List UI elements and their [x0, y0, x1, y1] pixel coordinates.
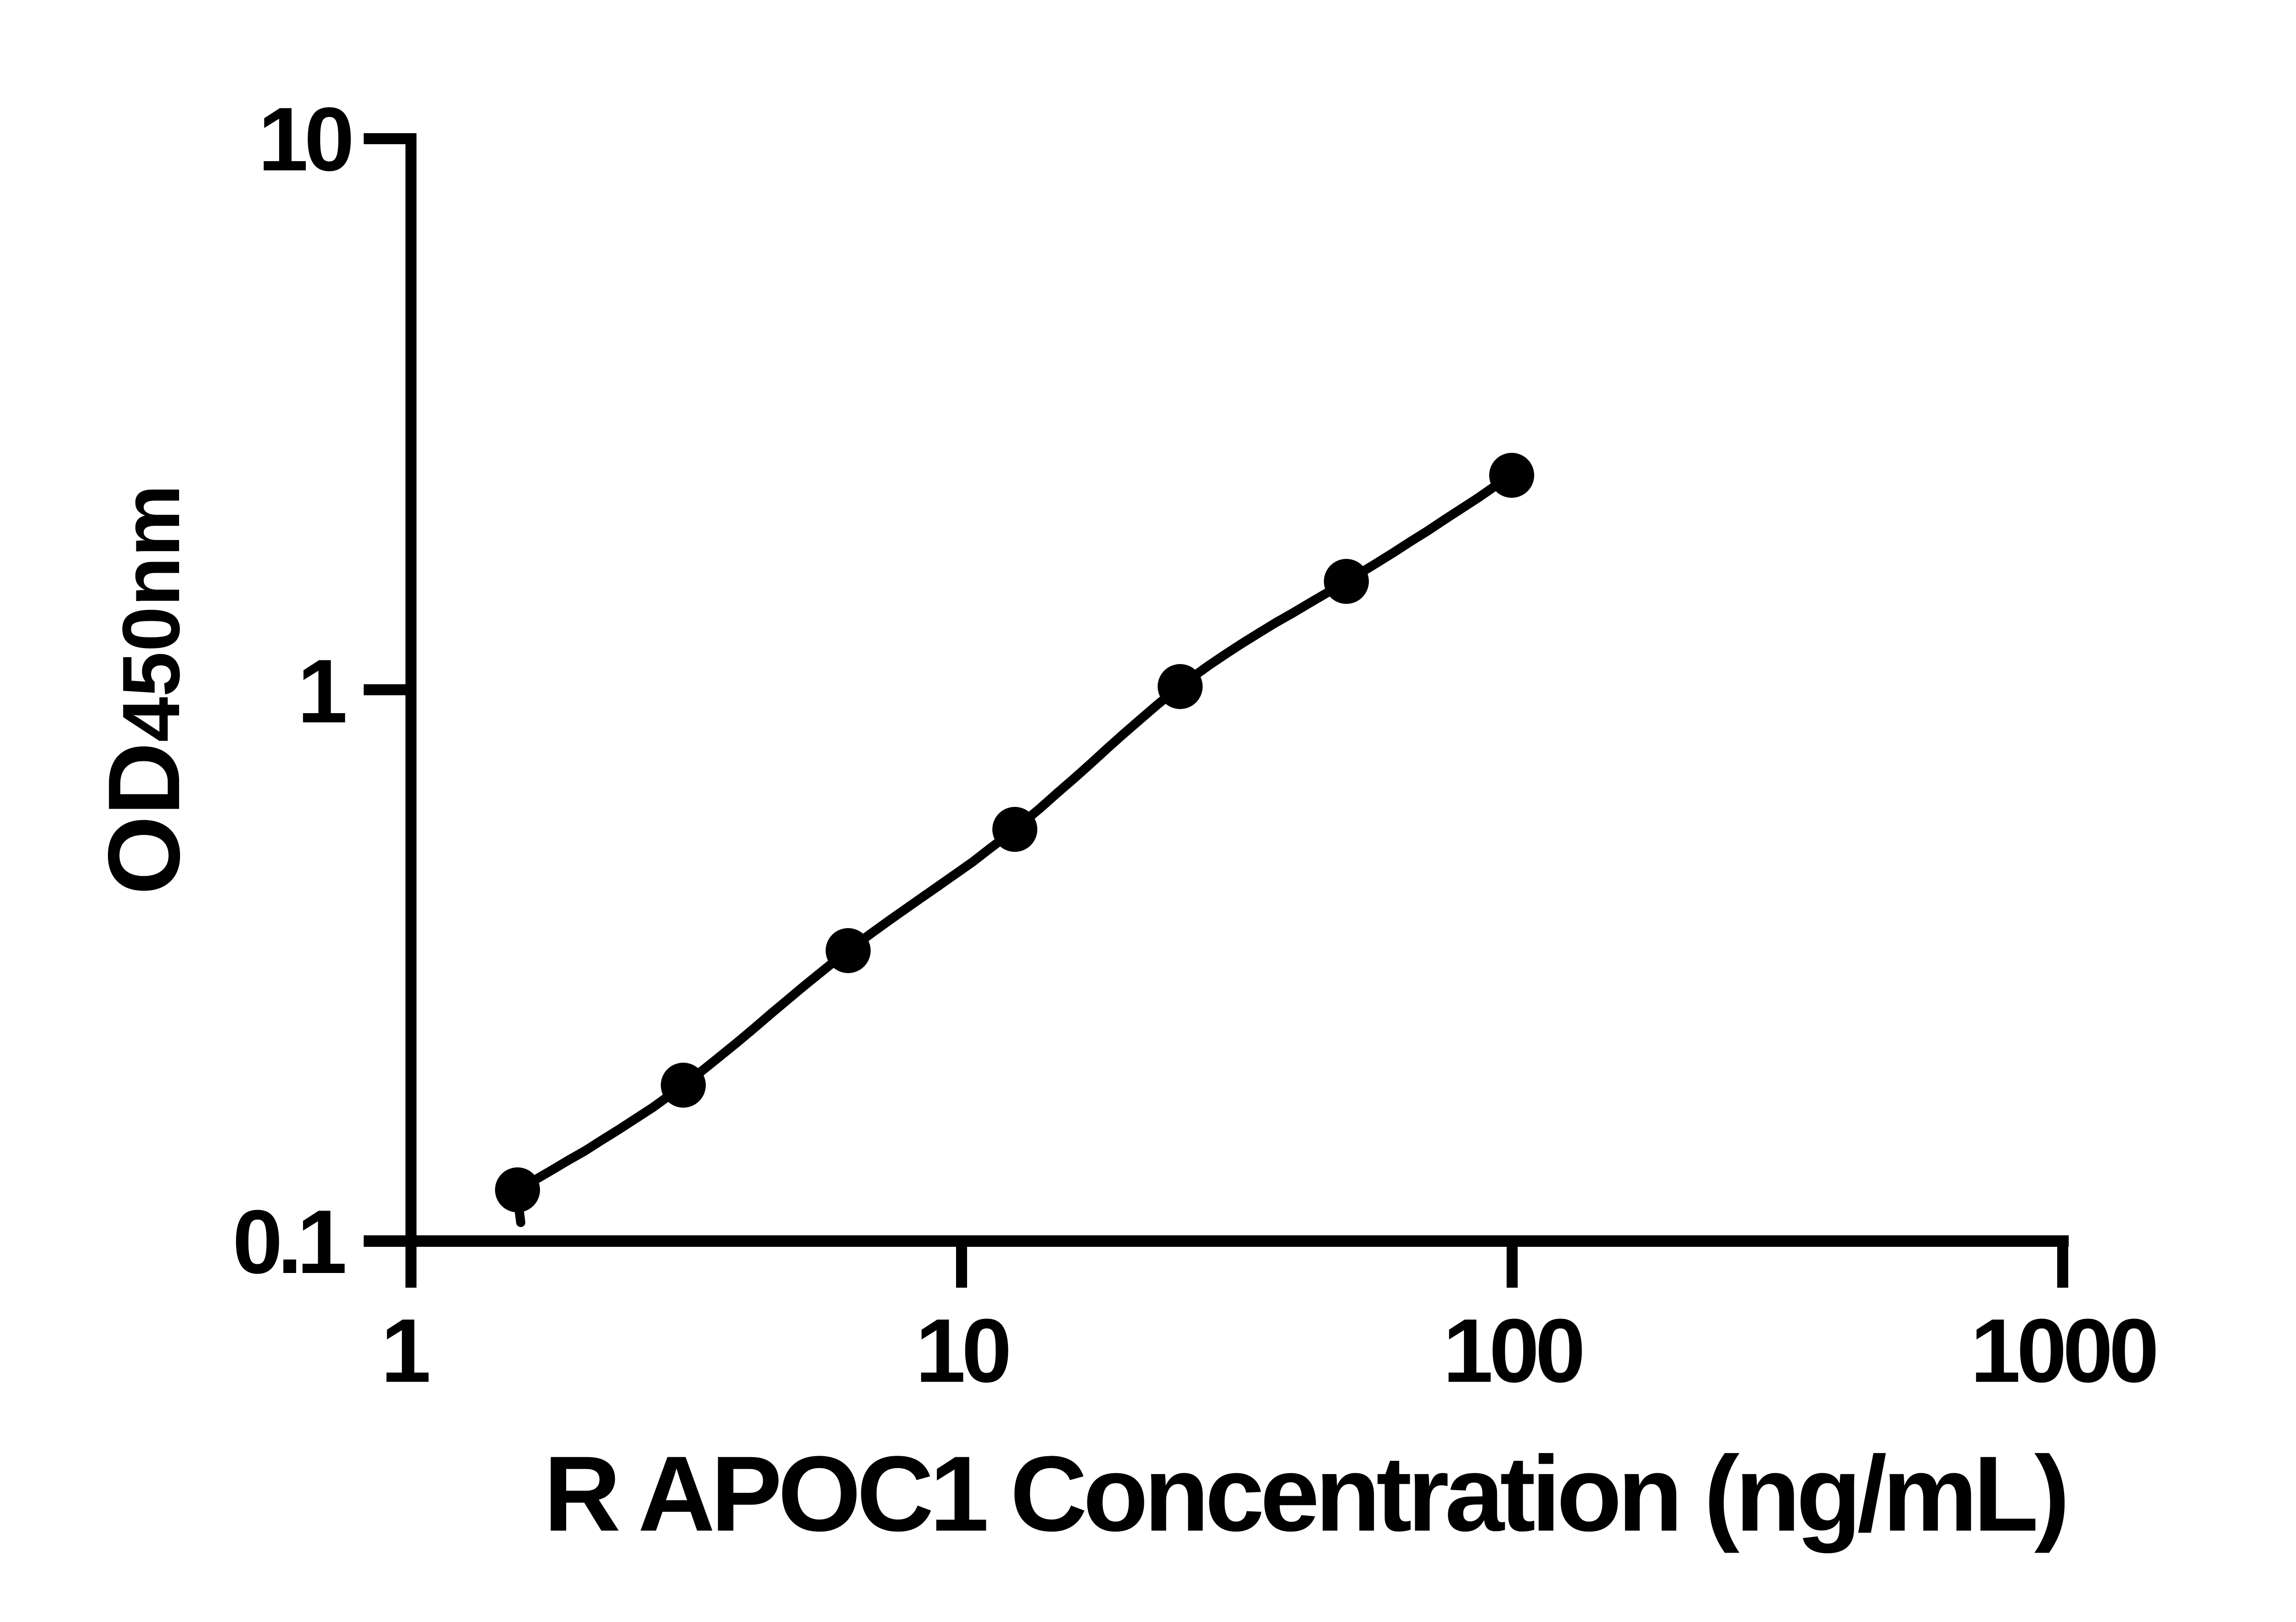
svg-text:1: 1	[297, 641, 348, 742]
svg-text:1: 1	[381, 1300, 431, 1401]
svg-text:OD450nm: OD450nm	[87, 484, 201, 895]
svg-text:0.1: 0.1	[232, 1191, 345, 1292]
svg-text:R APOC1 Concentration (ng/mL): R APOC1 Concentration (ng/mL)	[544, 1434, 2065, 1554]
svg-text:10: 10	[258, 89, 351, 190]
svg-text:1000: 1000	[1970, 1300, 2156, 1401]
svg-text:10: 10	[915, 1300, 1008, 1401]
svg-text:100: 100	[1443, 1300, 1582, 1401]
